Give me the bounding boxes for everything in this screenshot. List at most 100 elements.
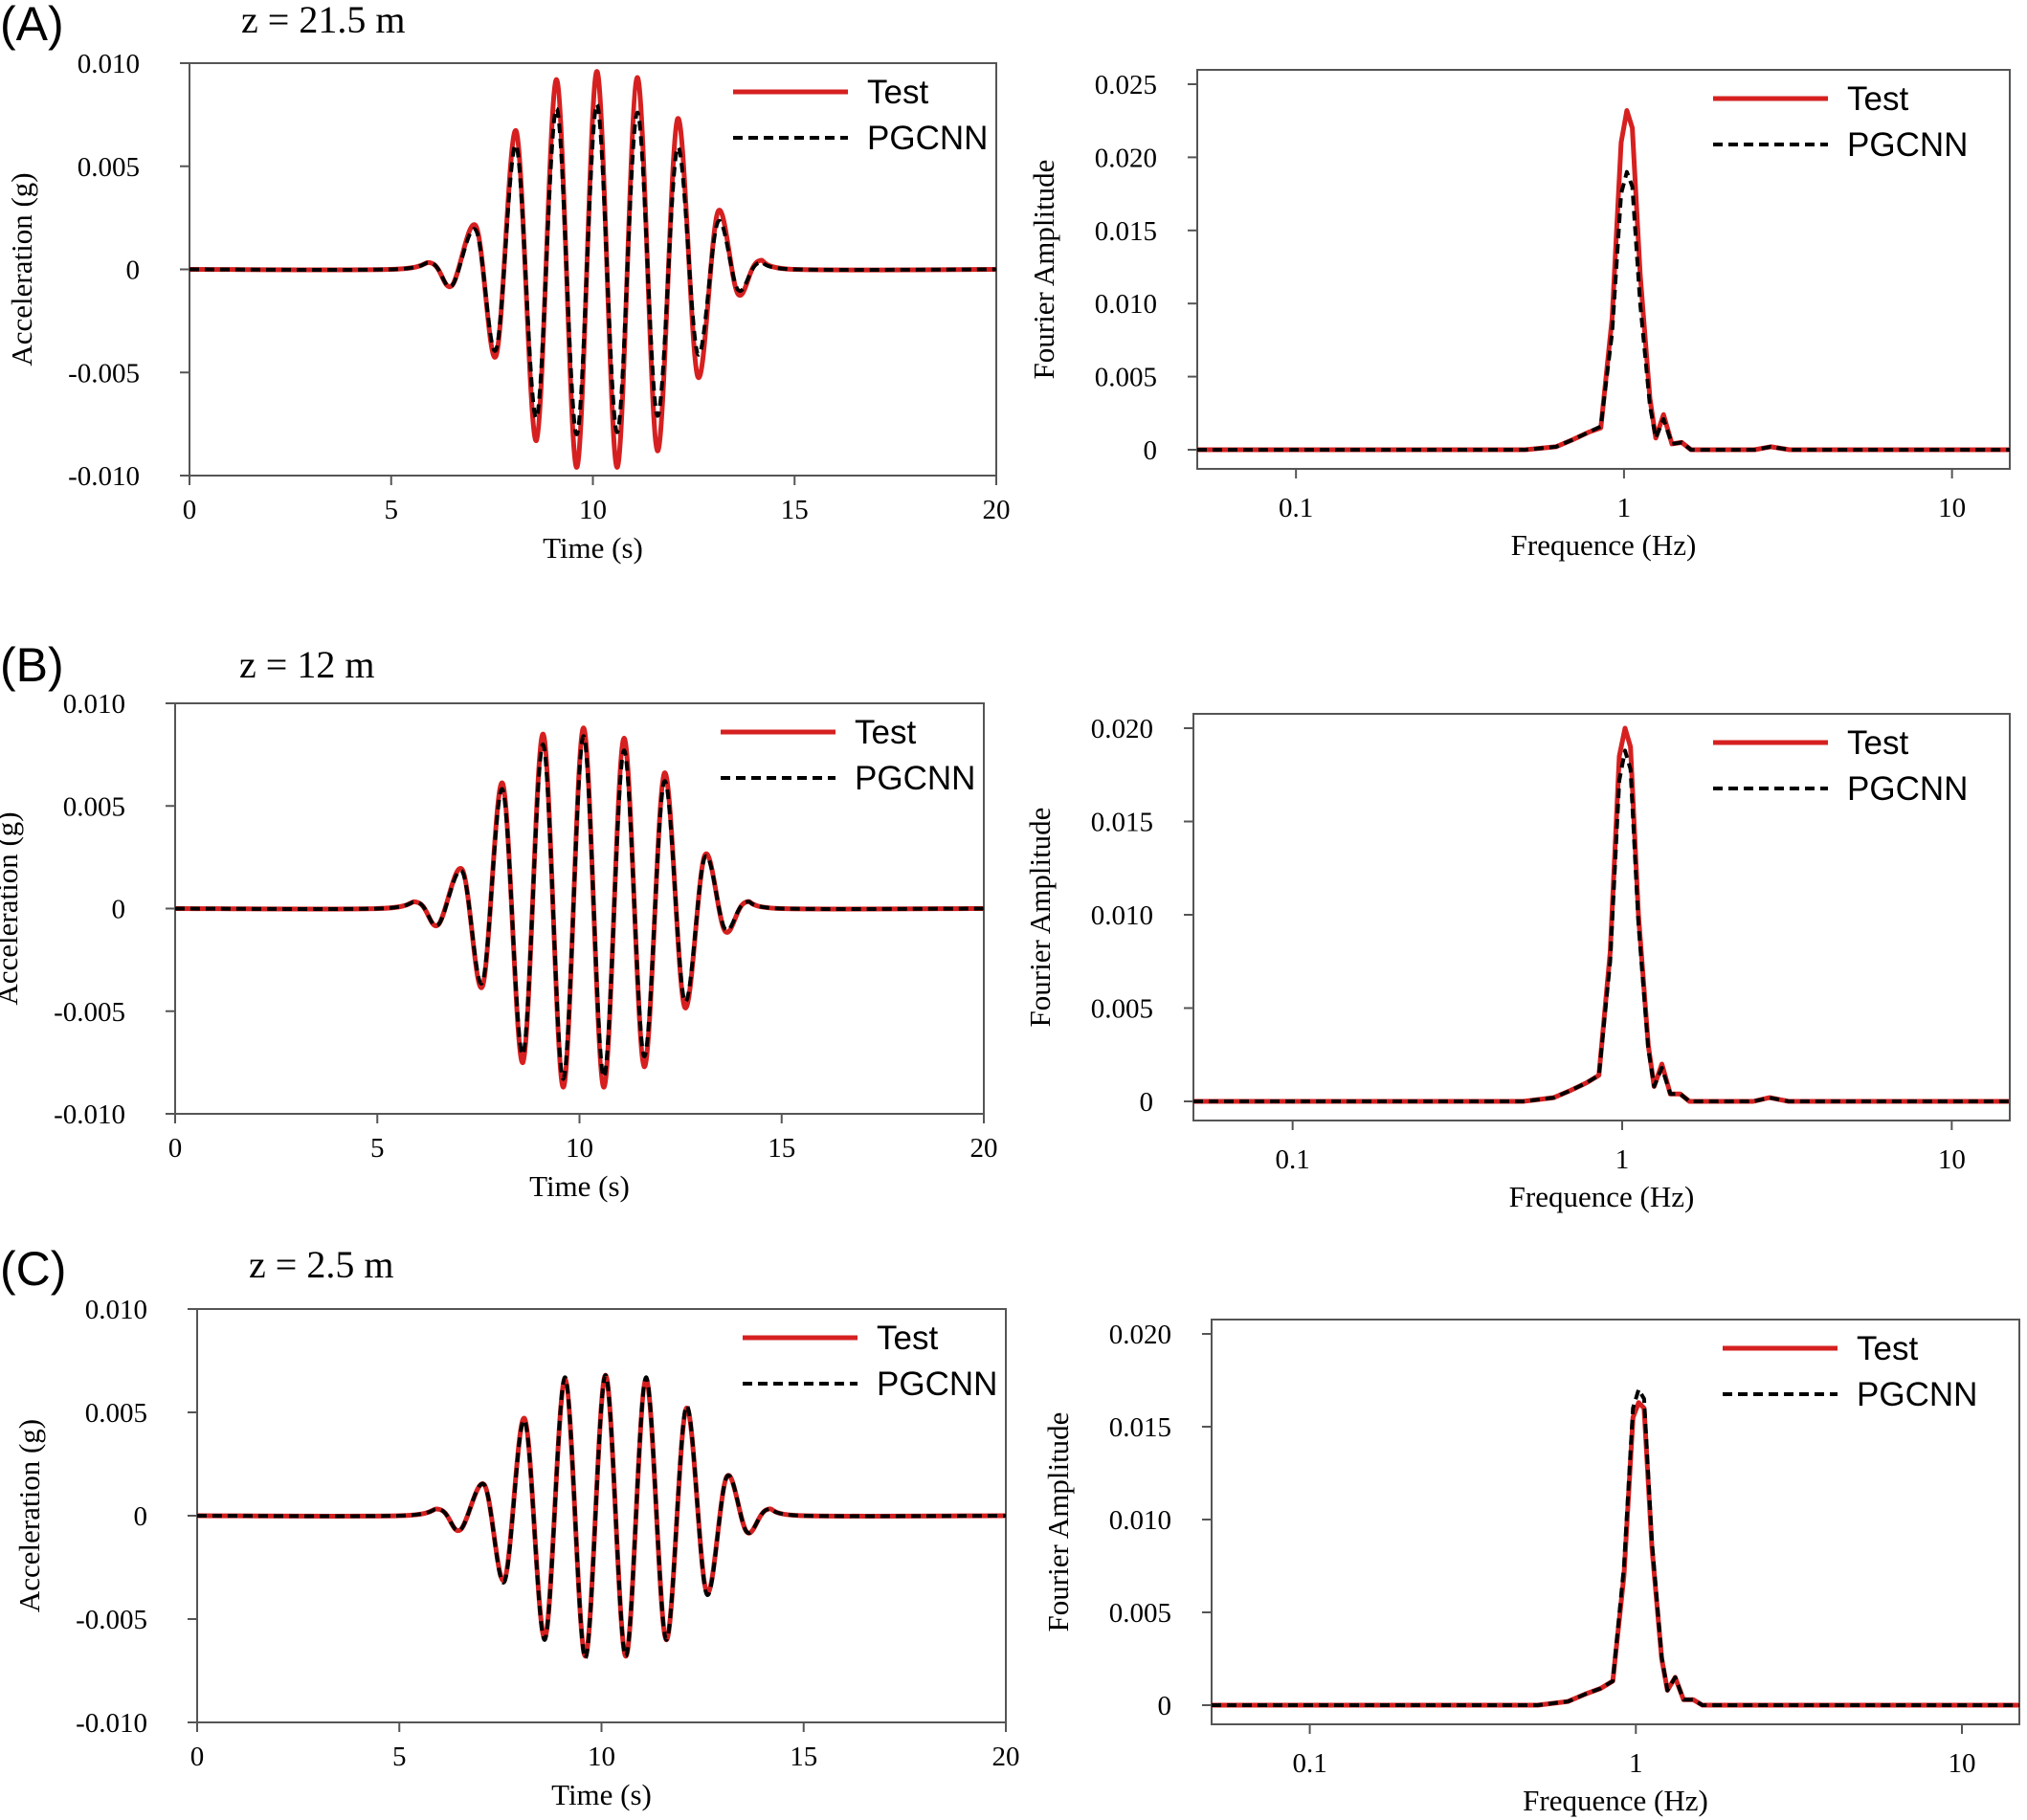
time-ytick-label: 0.005 [78, 152, 140, 183]
freq-chart: 0.1 1 10 0.020 0.015 0.010 0.005 0 Frequence (Hz… [1041, 1319, 2020, 1817]
freq-xtick-label: 1 [1629, 1748, 1643, 1779]
time-xtick-label: 0 [168, 1133, 183, 1164]
time-ytick-label: 0.010 [63, 689, 125, 720]
time-xtick-label: 20 [983, 495, 1011, 525]
time-legend-test-label: Test [877, 1320, 938, 1357]
time-legend-pgcnn-label: PGCNN [867, 120, 988, 157]
time-ylabel: Acceleration (g) [12, 1419, 46, 1612]
panel-1: (B) z = 12 m0 5 10 15 200.0100.0050-0.005-0.0… [0, 638, 2011, 1213]
time-xtick-label: 15 [781, 495, 809, 525]
depth-label: z = 12 m [239, 643, 374, 686]
time-xtick-label: 15 [790, 1742, 817, 1772]
freq-xlabel: Frequence (Hz) [1509, 1180, 1695, 1213]
time-legend-test-label: Test [855, 714, 916, 751]
time-xtick-label: 20 [970, 1133, 998, 1164]
time-series-pgcnn [197, 1373, 1006, 1661]
time-ylabel: Acceleration (g) [5, 172, 38, 366]
time-xtick-label: 5 [392, 1742, 407, 1772]
freq-xtick-label: 10 [1949, 1748, 1976, 1779]
freq-ytick-label: 0 [1140, 1087, 1154, 1118]
freq-legend-test-label: Test [1847, 80, 1908, 118]
time-xtick-label: 10 [588, 1742, 615, 1772]
freq-ylabel: Fourier Amplitude [1027, 160, 1060, 380]
time-ytick-label: 0.005 [63, 791, 125, 822]
time-xtick-label: 0 [183, 495, 197, 525]
time-chart: 0 5 10 15 20 0.010 0.005 0 -0.005 -0.010 Time (s) A… [5, 49, 1011, 565]
time-xlabel: Time (s) [529, 1169, 630, 1203]
freq-ytick-label: 0.015 [1091, 808, 1153, 838]
freq-legend-test-label: Test [1847, 724, 1908, 762]
freq-ylabel: Fourier Amplitude [1041, 1412, 1075, 1632]
time-xtick-label: 15 [768, 1133, 795, 1164]
time-xtick-label: 5 [385, 495, 399, 525]
freq-series-pgcnn [1212, 1387, 2019, 1707]
freq-plot-frame [1192, 713, 2011, 1121]
freq-xtick-label: 0.1 [1292, 1748, 1326, 1779]
freq-legend-test-label: Test [1857, 1330, 1918, 1367]
time-ytick-label: 0.010 [78, 49, 140, 79]
freq-chart: 0.1 1 10 0.020 0.015 0.010 0.005 0 Frequence (Hz… [1023, 713, 2011, 1213]
freq-xtick-label: 0.1 [1279, 493, 1313, 523]
time-xtick-label: 10 [579, 495, 607, 525]
time-ytick-label: 0.005 [85, 1398, 147, 1429]
time-chart: 0 5 10 15 20 0.010 0.005 0 -0.005 -0.010 Time (s) A… [0, 689, 998, 1203]
time-ytick-label: -0.010 [54, 1099, 125, 1130]
freq-xtick-label: 1 [1615, 1144, 1630, 1175]
freq-xlabel: Frequence (Hz) [1511, 528, 1697, 562]
time-legend-pgcnn-label: PGCNN [855, 760, 975, 797]
freq-legend-pgcnn-label: PGCNN [1847, 770, 1968, 808]
freq-ytick-label: 0.010 [1109, 1505, 1171, 1536]
freq-xlabel: Frequence (Hz) [1523, 1784, 1708, 1817]
time-ytick-label: 0 [134, 1501, 148, 1532]
freq-ytick-label: 0.020 [1091, 714, 1153, 744]
freq-ytick-label: 0.005 [1095, 363, 1157, 393]
time-legend-test-label: Test [867, 74, 928, 111]
freq-ytick-label: 0.020 [1109, 1320, 1171, 1350]
time-xtick-label: 5 [370, 1133, 385, 1164]
time-xlabel: Time (s) [543, 531, 643, 565]
freq-xtick-label: 0.1 [1276, 1144, 1310, 1175]
time-xlabel: Time (s) [551, 1778, 652, 1811]
panel-letter: (B) [0, 638, 64, 692]
time-legend-pgcnn-label: PGCNN [877, 1365, 997, 1403]
freq-chart: 0.1 1 10 0.025 0.020 0.015 0.010 0.005 0 Frequenc… [1027, 69, 2011, 562]
panel-letter: (A) [0, 0, 64, 51]
freq-ytick-label: 0.005 [1091, 994, 1153, 1025]
freq-ytick-label: 0 [1144, 435, 1158, 466]
freq-ytick-label: 0 [1158, 1691, 1172, 1721]
time-series-pgcnn [175, 734, 984, 1081]
freq-legend-pgcnn-label: PGCNN [1847, 126, 1968, 164]
freq-plot-frame [1196, 69, 2011, 470]
freq-ytick-label: 0.015 [1109, 1412, 1171, 1443]
time-chart: 0 5 10 15 20 0.010 0.005 0 -0.005 -0.010 Time (s) A… [12, 1295, 1020, 1811]
freq-xtick-label: 1 [1617, 493, 1632, 523]
freq-series-pgcnn [1197, 169, 2010, 452]
depth-label: z = 2.5 m [249, 1243, 393, 1286]
freq-legend-pgcnn-label: PGCNN [1857, 1376, 1977, 1413]
time-xtick-label: 10 [566, 1133, 593, 1164]
time-ytick-label: 0 [126, 255, 141, 286]
time-xtick-label: 20 [992, 1742, 1020, 1772]
time-xtick-label: 0 [190, 1742, 205, 1772]
freq-ytick-label: 0.010 [1095, 289, 1157, 320]
time-ytick-label: -0.005 [68, 358, 140, 388]
freq-series-test [1212, 1400, 2019, 1708]
freq-ytick-label: 0.005 [1109, 1598, 1171, 1629]
freq-xtick-label: 10 [1938, 1144, 1966, 1175]
freq-ytick-label: 0.015 [1095, 216, 1157, 247]
time-ytick-label: 0.010 [85, 1295, 147, 1325]
freq-ytick-label: 0.025 [1095, 70, 1157, 100]
freq-series-pgcnn [1193, 748, 2010, 1103]
time-ytick-label: -0.005 [54, 997, 125, 1028]
time-ytick-label: -0.010 [76, 1708, 147, 1739]
time-series-test [197, 1372, 1006, 1659]
time-series-pgcnn [189, 102, 996, 436]
time-ylabel: Acceleration (g) [0, 811, 24, 1005]
depth-label: z = 21.5 m [241, 0, 405, 41]
time-ytick-label: 0 [112, 895, 126, 925]
time-ytick-label: -0.005 [76, 1605, 147, 1635]
freq-plot-frame [1211, 1319, 2020, 1725]
freq-ytick-label: 0.010 [1091, 900, 1153, 931]
freq-ytick-label: 0.020 [1095, 143, 1157, 173]
